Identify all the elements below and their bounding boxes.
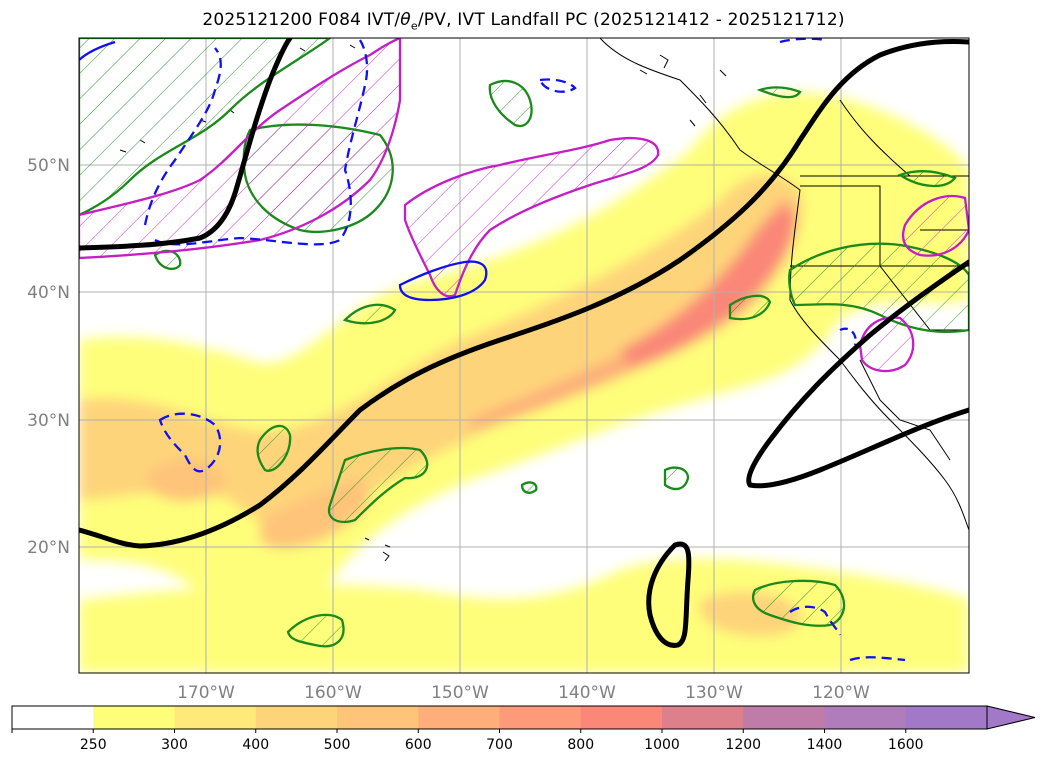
colorbar-tick-label: 700 bbox=[486, 737, 513, 753]
longitude-labels: 170°W 160°W 150°W 140°W 130°W 120°W bbox=[177, 683, 870, 703]
colorbar-segment bbox=[337, 706, 419, 729]
colorbar-segment bbox=[580, 706, 663, 729]
colorbar-segment bbox=[743, 706, 825, 729]
lon-label-150w: 150°W bbox=[431, 683, 489, 703]
map-title: 2025121200 F084 IVT/θe/PV, IVT Landfall … bbox=[202, 10, 845, 33]
lat-label-40n: 40°N bbox=[27, 283, 70, 303]
lat-label-20n: 20°N bbox=[27, 538, 70, 558]
map-frame bbox=[78, 37, 970, 674]
colorbar-segment bbox=[499, 706, 582, 729]
colorbar-tick-label: 250 bbox=[80, 737, 107, 753]
colorbar-extend-arrow bbox=[986, 705, 1036, 730]
lon-label-130w: 130°W bbox=[685, 683, 743, 703]
lon-label-120w: 120°W bbox=[812, 683, 870, 703]
colorbar-segment bbox=[905, 706, 988, 729]
colorbar-segment bbox=[662, 706, 744, 729]
colorbar-segment bbox=[824, 706, 907, 729]
colorbar-segment bbox=[174, 706, 257, 729]
colorbar-tick-label: 1000 bbox=[644, 737, 680, 753]
graticule bbox=[79, 38, 969, 673]
colorbar: 250 300 400 500 600 700 800 1000 1200 1400 1600 bbox=[11, 705, 1036, 753]
pv-blue-contours bbox=[79, 38, 906, 662]
colorbar-tick-label: 400 bbox=[242, 737, 269, 753]
lat-label-50n: 50°N bbox=[27, 156, 70, 176]
pv-magenta-contours bbox=[79, 38, 969, 373]
colorbar-segment bbox=[418, 706, 500, 729]
map-area bbox=[79, 38, 969, 673]
lon-label-160w: 160°W bbox=[304, 683, 362, 703]
colorbar-segment bbox=[255, 706, 338, 729]
colorbar-tick-label: 300 bbox=[161, 737, 188, 753]
colorbar-tick-label: 1200 bbox=[725, 737, 761, 753]
latitude-labels: 50°N 40°N 30°N 20°N bbox=[27, 156, 70, 558]
colorbar-tick-label: 1400 bbox=[807, 737, 843, 753]
colorbar-tick-label: 800 bbox=[567, 737, 594, 753]
colorbar-tick-label: 1600 bbox=[888, 737, 924, 753]
colorbar-tick-label: 500 bbox=[324, 737, 351, 753]
colorbar-segment bbox=[93, 706, 175, 729]
theta-e-contours bbox=[79, 38, 969, 648]
lon-label-140w: 140°W bbox=[558, 683, 616, 703]
colorbar-segment bbox=[12, 706, 94, 729]
lat-label-30n: 30°N bbox=[27, 411, 70, 431]
lon-label-170w: 170°W bbox=[177, 683, 235, 703]
colorbar-tick-label: 600 bbox=[405, 737, 432, 753]
